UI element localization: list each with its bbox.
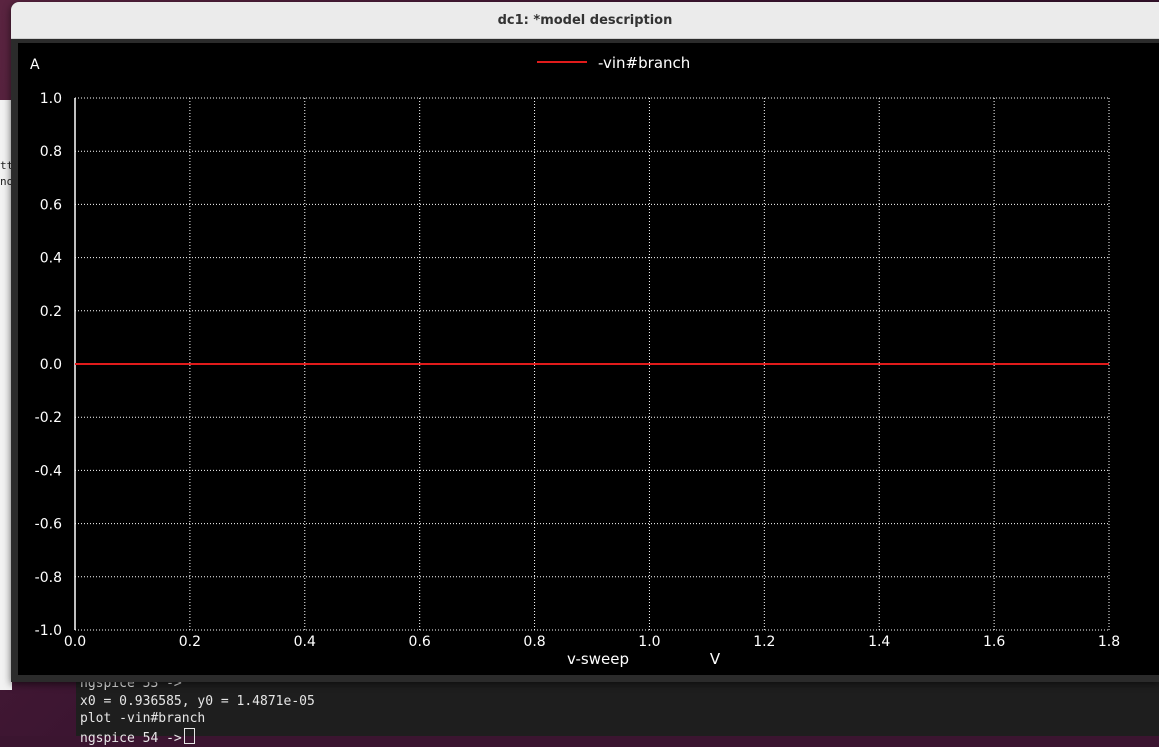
legend-label: -vin#branch: [598, 54, 690, 72]
x-tick-label: 0.2: [179, 634, 201, 650]
background-window-fragment: tt no: [0, 100, 12, 690]
x-tick-label: 1.2: [753, 634, 775, 650]
y-tick-label: 0.4: [40, 251, 62, 267]
terminal-line: plot -vin#branch: [80, 711, 206, 726]
legend: -vin#branch: [537, 54, 690, 72]
x-tick-label: 0.4: [294, 634, 316, 650]
x-axis-label: v-sweep: [567, 650, 629, 668]
y-axis-unit-label: A: [30, 57, 40, 73]
terminal-window[interactable]: ngspice 53 -> x0 = 0.936585, y0 = 1.4871…: [76, 676, 1159, 746]
chart-svg[interactable]: 0.0 0.2 0.4 0.6 0.8 1.0 1.2 1.4 1.6 1.8 1.0 0.8 0.6 0…: [18, 43, 1159, 675]
window-titlebar[interactable]: dc1: *model description: [11, 2, 1159, 39]
y-tick-label: 0.0: [40, 357, 62, 373]
y-tick-label: -0.8: [35, 570, 62, 586]
y-tick-label: -0.6: [35, 517, 62, 533]
x-tick-label: 0.0: [64, 634, 86, 650]
y-tick-label: -0.2: [35, 410, 62, 426]
y-tick-label: -1.0: [35, 623, 62, 639]
x-tick-label: 1.4: [868, 634, 890, 650]
x-tick-label: 0.6: [409, 634, 431, 650]
y-tick-label: 0.6: [40, 197, 62, 213]
y-tick-label: 1.0: [40, 91, 62, 107]
terminal-cursor: [183, 728, 195, 744]
x-tick-label: 1.8: [1098, 634, 1120, 650]
y-tick-label: -0.4: [35, 463, 62, 479]
window-title: dc1: *model description: [497, 12, 673, 28]
x-tick-label: 1.0: [638, 634, 660, 650]
background-window-text: tt no: [0, 159, 12, 188]
y-tick-label: 0.2: [40, 304, 62, 320]
x-axis-unit-label: V: [710, 650, 721, 668]
x-tick-label: 1.6: [983, 634, 1005, 650]
plot-area[interactable]: 0.0 0.2 0.4 0.6 0.8 1.0 1.2 1.4 1.6 1.8 1.0 0.8 0.6 0…: [18, 43, 1159, 675]
y-tick-label: 0.8: [40, 144, 62, 160]
terminal-prompt-line[interactable]: ngspice 54 ->: [80, 728, 195, 747]
terminal-prompt: ngspice 54 ->: [80, 731, 182, 746]
terminal-line: x0 = 0.936585, y0 = 1.4871e-05: [80, 694, 315, 709]
x-tick-label: 0.8: [523, 634, 545, 650]
label-layer: A v-sweep V: [30, 57, 721, 668]
axis-layer: 0.0 0.2 0.4 0.6 0.8 1.0 1.2 1.4 1.6 1.8 1.0 0.8 0.6 0…: [35, 91, 1120, 650]
plot-window[interactable]: dc1: *model description 0.0 0.2 0.4 0.6 0.8 1…: [11, 2, 1159, 682]
